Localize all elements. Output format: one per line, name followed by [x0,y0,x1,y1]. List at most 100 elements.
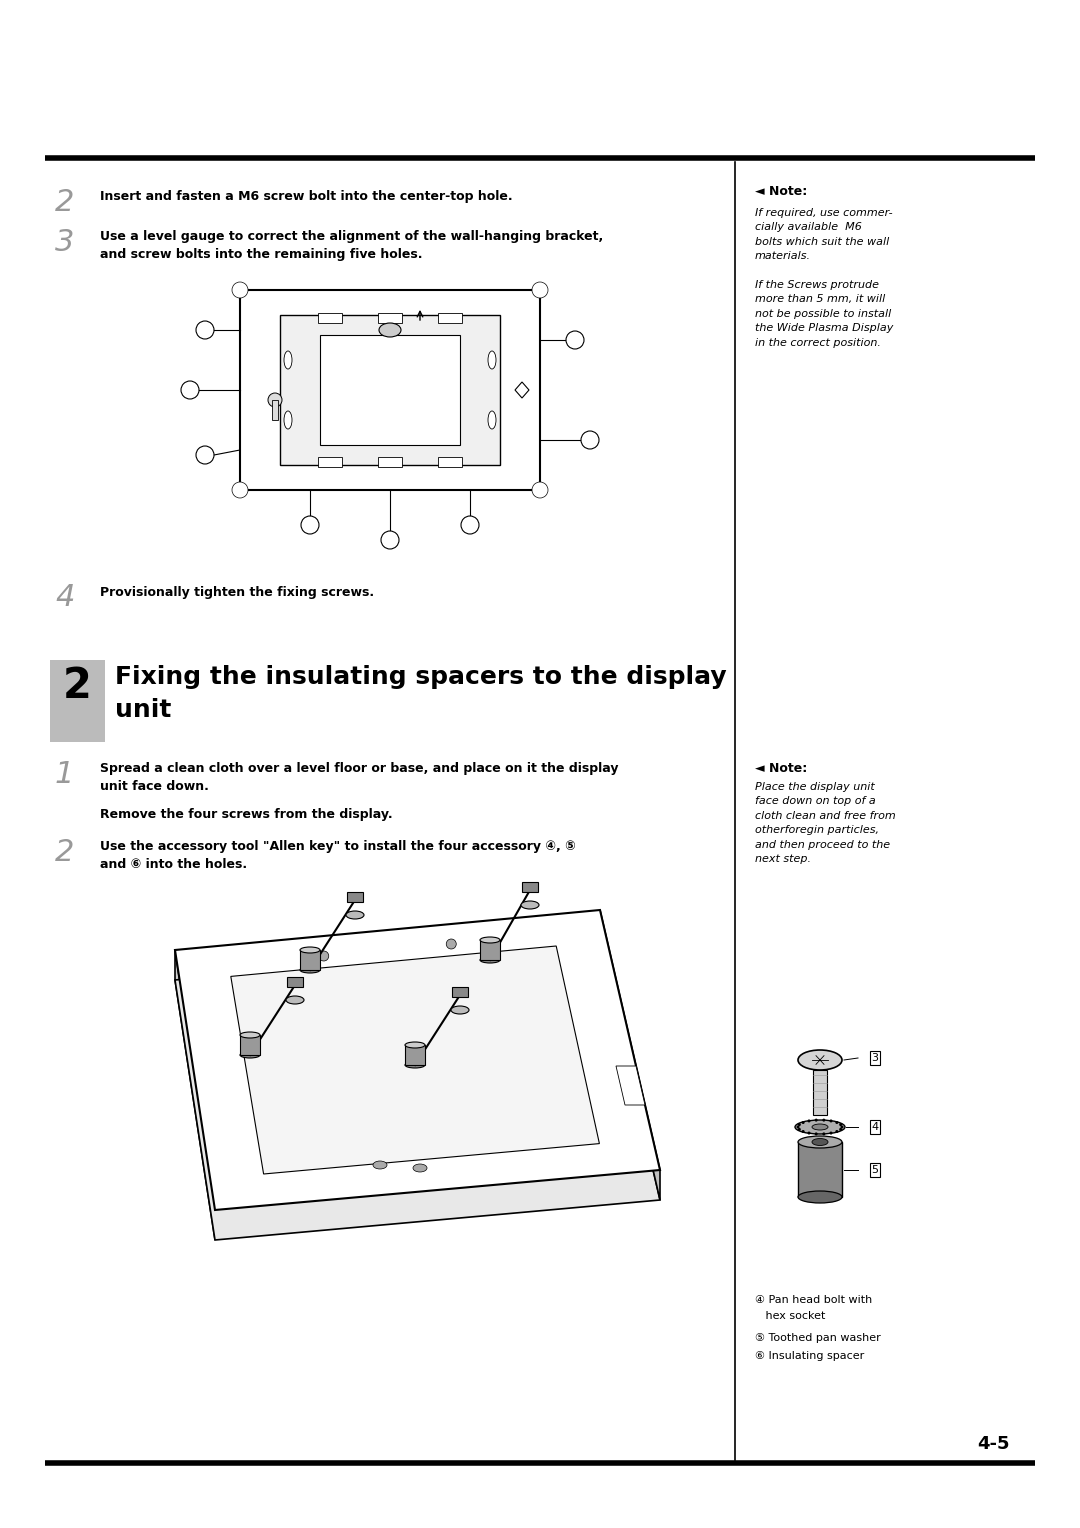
Text: 4-5: 4-5 [977,1435,1010,1453]
Text: ⑥ Insulating spacer: ⑥ Insulating spacer [755,1351,864,1361]
Text: 2: 2 [63,665,92,707]
Circle shape [839,1123,842,1126]
Text: Insert and fasten a M6 screw bolt into the center-top hole.: Insert and fasten a M6 screw bolt into t… [100,189,513,203]
Circle shape [532,283,548,298]
Circle shape [532,481,548,498]
Text: Use the accessory tool "Allen key" to install the four accessory ④, ⑤: Use the accessory tool "Allen key" to in… [100,840,576,853]
Polygon shape [240,1034,260,1054]
Polygon shape [175,950,215,1241]
Polygon shape [300,950,320,970]
Ellipse shape [798,1050,842,1070]
Polygon shape [438,313,462,322]
Ellipse shape [405,1042,426,1048]
Text: unit: unit [114,698,172,723]
Ellipse shape [405,1062,426,1068]
Text: Fixing the insulating spacers to the display: Fixing the insulating spacers to the dis… [114,665,727,689]
Polygon shape [405,1045,426,1065]
Ellipse shape [373,1161,387,1169]
Ellipse shape [379,322,401,338]
Polygon shape [287,976,303,987]
Circle shape [268,393,282,406]
Text: ④ Pan head bolt with: ④ Pan head bolt with [755,1296,873,1305]
Text: 4: 4 [55,584,75,613]
Text: Place the display unit
face down on top of a
cloth clean and free from
otherfore: Place the display unit face down on top … [755,782,895,863]
Circle shape [232,283,248,298]
Polygon shape [320,335,460,445]
Circle shape [840,1126,843,1129]
Polygon shape [438,457,462,468]
Polygon shape [600,911,660,1199]
Circle shape [461,516,480,533]
Circle shape [381,532,399,549]
Text: 3: 3 [55,228,75,257]
Text: ◄ Note:: ◄ Note: [755,762,807,775]
Polygon shape [453,987,468,996]
Circle shape [566,332,584,348]
Circle shape [195,321,214,339]
Text: 3: 3 [872,1053,878,1063]
Circle shape [581,431,599,449]
Text: Use a level gauge to correct the alignment of the wall-hanging bracket,: Use a level gauge to correct the alignme… [100,231,604,243]
Circle shape [319,950,328,961]
Circle shape [822,1132,825,1135]
Polygon shape [318,457,342,468]
Ellipse shape [413,1164,427,1172]
Circle shape [835,1122,838,1125]
Polygon shape [50,660,105,743]
Ellipse shape [798,1190,842,1203]
Polygon shape [378,313,402,322]
Circle shape [808,1132,810,1135]
Ellipse shape [300,967,320,973]
Text: 4: 4 [872,1122,878,1132]
Ellipse shape [521,902,539,909]
Text: Remove the four screws from the display.: Remove the four screws from the display. [100,808,393,821]
Ellipse shape [480,957,500,963]
Circle shape [839,1128,842,1131]
Polygon shape [175,940,660,1241]
Polygon shape [231,946,599,1174]
Circle shape [829,1132,833,1135]
Circle shape [814,1118,818,1122]
Ellipse shape [812,1125,828,1131]
Polygon shape [272,400,278,420]
Polygon shape [280,315,500,465]
Ellipse shape [795,1120,845,1134]
Circle shape [814,1132,818,1135]
Ellipse shape [812,1138,828,1146]
Polygon shape [813,1070,827,1115]
Text: and screw bolts into the remaining five holes.: and screw bolts into the remaining five … [100,248,422,261]
Circle shape [446,940,456,949]
Text: If required, use commer-
cially available  M6
bolts which suit the wall
material: If required, use commer- cially availabl… [755,208,893,347]
Polygon shape [480,940,500,960]
Circle shape [808,1120,810,1123]
Ellipse shape [488,411,496,429]
Ellipse shape [284,411,292,429]
Circle shape [181,380,199,399]
Text: 1: 1 [55,759,75,788]
Circle shape [801,1122,805,1125]
Circle shape [801,1131,805,1132]
Circle shape [195,446,214,465]
Polygon shape [318,313,342,322]
Text: Provisionally tighten the fixing screws.: Provisionally tighten the fixing screws. [100,587,374,599]
Text: unit face down.: unit face down. [100,779,208,793]
Ellipse shape [240,1031,260,1038]
Circle shape [829,1120,833,1123]
Circle shape [301,516,319,533]
Polygon shape [798,1141,842,1196]
Circle shape [835,1131,838,1132]
Text: and ⑥ into the holes.: and ⑥ into the holes. [100,859,247,871]
Circle shape [798,1123,801,1126]
Text: 2: 2 [55,188,75,217]
Polygon shape [175,911,660,1210]
Polygon shape [240,290,540,490]
Ellipse shape [798,1135,842,1148]
Ellipse shape [346,911,364,918]
Polygon shape [616,1067,645,1105]
Polygon shape [378,457,402,468]
Text: hex socket: hex socket [755,1311,825,1322]
Ellipse shape [284,351,292,368]
Text: ⑤ Toothed pan washer: ⑤ Toothed pan washer [755,1332,881,1343]
Polygon shape [522,882,538,892]
Circle shape [822,1118,825,1122]
